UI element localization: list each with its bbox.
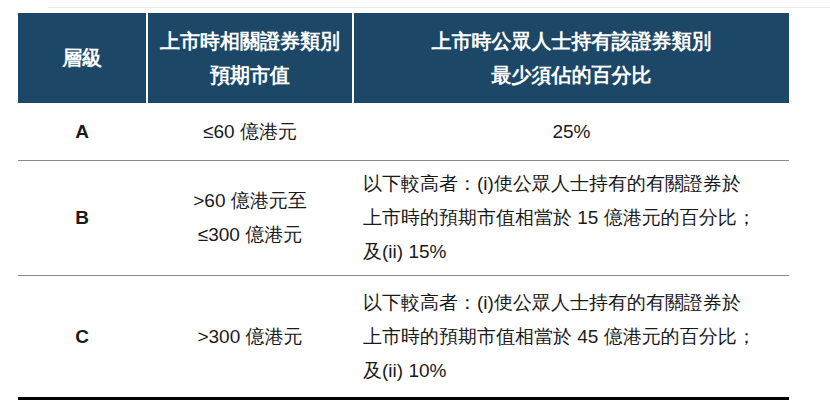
requirement-cell: 以下較高者：(i)使公眾人士持有的有關證券於 上市時的預期市值相當於 45 億港… [354,276,789,397]
requirement-line: 及(ii) 10% [363,354,446,388]
tier-cell: B [18,161,146,275]
table-header-row: 層級 上市時相關證券類別 預期市值 上市時公眾人士持有該證券類別 最少須佔的百分… [18,13,789,103]
header-market-cap-line2: 預期市值 [210,58,290,92]
market-cap-cell: >60 億港元至 ≤300 億港元 [148,161,352,275]
market-cap-line: ≤300 億港元 [198,218,302,252]
requirement-line: 以下較高者：(i)使公眾人士持有的有關證券於 [363,286,741,320]
header-public-holding-line1: 上市時公眾人士持有該證券類別 [432,24,712,58]
header-market-cap-line1: 上市時相關證券類別 [160,24,340,58]
market-cap-cell: ≤60 億港元 [148,103,352,160]
requirement-cell: 25% [354,103,789,160]
header-cell-public-holding: 上市時公眾人士持有該證券類別 最少須佔的百分比 [354,13,789,103]
tier-cell: C [18,276,146,397]
requirement-line: 以下較高者：(i)使公眾人士持有的有關證券於 [363,167,741,201]
market-cap-line: ≤60 億港元 [203,115,297,149]
requirement-line: 25% [552,115,590,149]
header-public-holding-line2: 最少須佔的百分比 [492,58,652,92]
header-tier-label: 層級 [62,41,102,75]
table-row-c: C >300 億港元 以下較高者：(i)使公眾人士持有的有關證券於 上市時的預期… [18,276,789,400]
top-divider-line [48,7,830,8]
header-cell-market-cap: 上市時相關證券類別 預期市值 [148,13,352,103]
market-cap-line: >60 億港元至 [193,184,307,218]
tier-table: 層級 上市時相關證券類別 預期市值 上市時公眾人士持有該證券類別 最少須佔的百分… [18,13,789,400]
requirement-cell: 以下較高者：(i)使公眾人士持有的有關證券於 上市時的預期市值相當於 15 億港… [354,161,789,275]
tier-cell: A [18,103,146,160]
header-cell-tier: 層級 [18,13,146,103]
requirement-line: 上市時的預期市值相當於 45 億港元的百分比； [363,320,756,354]
page: 層級 上市時相關證券類別 預期市值 上市時公眾人士持有該證券類別 最少須佔的百分… [0,0,830,414]
market-cap-line: >300 億港元 [197,320,302,354]
table-row-a: A ≤60 億港元 25% [18,103,789,161]
requirement-line: 及(ii) 15% [363,235,446,269]
market-cap-cell: >300 億港元 [148,276,352,397]
requirement-line: 上市時的預期市值相當於 15 億港元的百分比； [363,201,756,235]
table-row-b: B >60 億港元至 ≤300 億港元 以下較高者：(i)使公眾人士持有的有關證… [18,161,789,276]
